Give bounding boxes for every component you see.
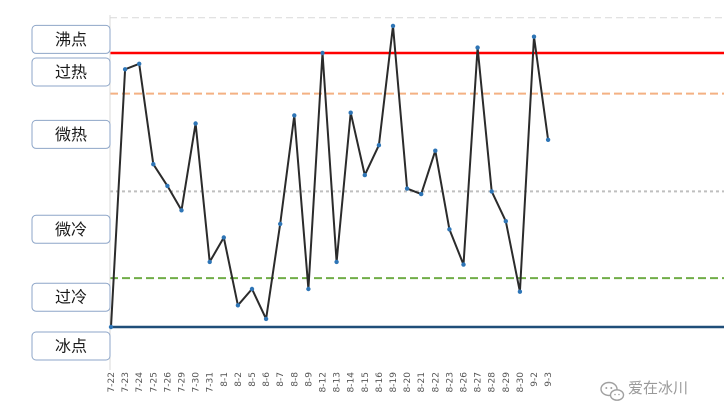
data-point bbox=[137, 61, 142, 66]
x-tick-label: 8-22 bbox=[431, 372, 441, 392]
data-point bbox=[278, 221, 283, 227]
level-label-box bbox=[31, 214, 111, 244]
data-point bbox=[193, 121, 198, 126]
level-label-box bbox=[31, 57, 111, 87]
x-tick-label: 8-16 bbox=[375, 372, 385, 393]
level-label: 过冷 bbox=[31, 282, 111, 312]
data-point bbox=[433, 148, 438, 153]
level-label-box bbox=[31, 24, 111, 54]
data-point bbox=[376, 143, 382, 148]
x-tick-label: 8-15 bbox=[361, 372, 371, 392]
x-tick-label: 9-3 bbox=[544, 372, 554, 387]
x-tick-label: 8-1 bbox=[220, 372, 230, 387]
data-point bbox=[419, 191, 424, 197]
x-tick-label: 8-19 bbox=[389, 372, 399, 393]
x-tick-label: 8-12 bbox=[319, 372, 329, 392]
series-line bbox=[110, 24, 550, 328]
data-point bbox=[122, 67, 128, 72]
data-point bbox=[334, 259, 339, 265]
x-tick-label: 7-29 bbox=[178, 372, 188, 393]
wechat-icon bbox=[600, 381, 625, 401]
x-tick-label: 8-13 bbox=[333, 372, 343, 392]
level-label-text: 过热 bbox=[55, 63, 87, 82]
level-label-text: 沸点 bbox=[55, 30, 87, 49]
x-tick-label: 8-14 bbox=[347, 372, 357, 393]
data-point bbox=[235, 303, 241, 308]
x-tick-label: 8-29 bbox=[502, 372, 512, 393]
x-tick-label: 8-23 bbox=[445, 372, 455, 392]
data-point bbox=[108, 324, 114, 330]
level-label-text: 过冷 bbox=[55, 288, 87, 307]
data-point bbox=[179, 208, 184, 213]
x-tick-label: 8-26 bbox=[460, 372, 470, 393]
x-tick-label: 8-8 bbox=[290, 372, 300, 387]
level-label: 冰点 bbox=[31, 331, 111, 361]
series-group bbox=[108, 23, 551, 330]
x-tick-label: 8-6 bbox=[262, 372, 272, 387]
data-point bbox=[151, 162, 156, 167]
data-point bbox=[489, 189, 494, 194]
level-label: 过热 bbox=[31, 57, 111, 87]
level-label-text: 微热 bbox=[55, 125, 87, 144]
level-label-box bbox=[31, 119, 111, 149]
x-tick-label: 8-5 bbox=[248, 372, 258, 387]
data-point bbox=[292, 113, 297, 118]
level-label: 微冷 bbox=[31, 214, 111, 244]
x-tick-label: 7-22 bbox=[107, 372, 117, 392]
data-point bbox=[249, 286, 255, 292]
data-point bbox=[221, 235, 226, 240]
x-tick-label: 7-25 bbox=[149, 372, 159, 392]
data-point bbox=[390, 23, 396, 29]
x-tick-label: 7-23 bbox=[121, 372, 131, 392]
x-tick-label: 8-20 bbox=[403, 372, 413, 393]
reference-lines bbox=[110, 17, 724, 329]
data-point bbox=[207, 259, 212, 265]
level-label-box bbox=[31, 331, 111, 361]
level-label-text: 微冷 bbox=[55, 220, 87, 239]
data-point bbox=[263, 316, 269, 322]
watermark-text: 爱在冰川 bbox=[628, 379, 688, 397]
data-point bbox=[503, 219, 508, 224]
x-tick-label: 8-7 bbox=[276, 372, 286, 387]
level-label-text: 冰点 bbox=[55, 337, 87, 356]
data-point bbox=[475, 45, 480, 50]
x-tick-label: 8-2 bbox=[234, 372, 244, 387]
data-point bbox=[165, 183, 170, 189]
watermark: 爱在冰川 bbox=[600, 379, 688, 401]
x-tick-label: 7-31 bbox=[206, 372, 216, 392]
x-tick-label: 7-24 bbox=[135, 372, 145, 393]
data-point bbox=[320, 50, 325, 56]
data-point bbox=[461, 262, 466, 267]
x-tick-label: 8-28 bbox=[488, 372, 498, 393]
x-tick-label: 9-2 bbox=[530, 372, 540, 387]
x-tick-label: 7-30 bbox=[192, 372, 202, 393]
x-tick-label: 8-27 bbox=[474, 372, 484, 392]
x-tick-labels: 7-22 7-23 7-24 7-25 7-26 7-29 7-30 7-31 8-1 8-2 8-… bbox=[107, 372, 554, 393]
data-point bbox=[348, 110, 353, 115]
x-tick-label: 8-21 bbox=[417, 372, 427, 392]
data-point bbox=[531, 34, 537, 39]
data-point bbox=[545, 137, 551, 142]
x-tick-label: 8-9 bbox=[304, 372, 314, 387]
level-label: 微热 bbox=[31, 119, 111, 149]
data-point bbox=[447, 227, 452, 232]
data-point bbox=[404, 186, 410, 191]
x-tick-label: 8-30 bbox=[516, 372, 526, 393]
data-point bbox=[517, 289, 523, 294]
level-label: 沸点 bbox=[31, 24, 111, 54]
data-point bbox=[362, 172, 367, 178]
x-tick-label: 7-26 bbox=[163, 372, 173, 393]
data-point bbox=[306, 286, 311, 292]
level-label-box bbox=[31, 282, 111, 312]
